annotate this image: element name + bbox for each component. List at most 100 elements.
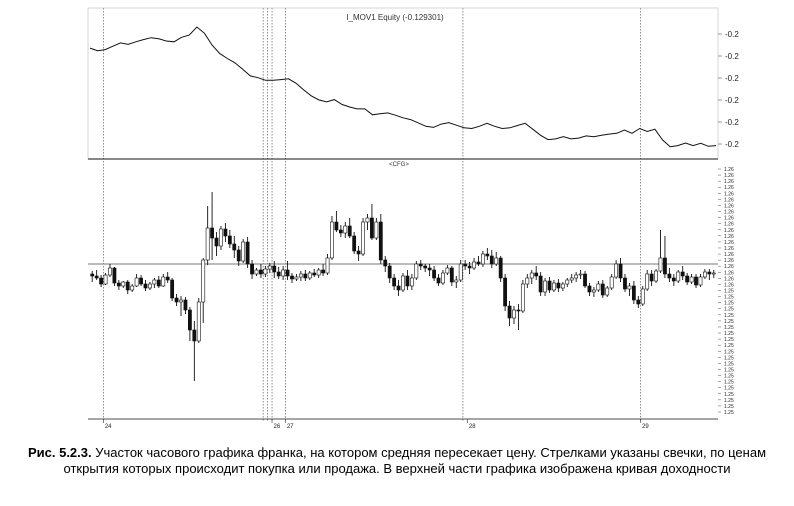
candle-body-up: [614, 263, 619, 278]
bottom-y-tick-label: 1.26: [724, 167, 734, 173]
candle: [179, 296, 183, 316]
candle-body-up: [441, 272, 445, 284]
figure-caption: Рис. 5.2.3. Участок часового графика фра…: [0, 445, 794, 477]
bottom-y-tick-label: 1.25: [724, 349, 734, 355]
candle-body-down: [463, 263, 468, 267]
candle: [676, 270, 681, 283]
x-axis-labels: 242627282930: [103, 419, 649, 430]
candle: [556, 279, 561, 292]
candle-body-up: [281, 269, 286, 277]
candle-body-up: [414, 263, 419, 279]
candle-body-down: [556, 282, 561, 289]
candle: [560, 282, 565, 291]
top-y-tick-label: -0.2: [725, 74, 739, 83]
bottom-y-tick-label: 1.25: [724, 392, 734, 398]
x-tick-label: 27: [287, 424, 294, 430]
candle: [711, 270, 716, 278]
candle: [401, 273, 405, 292]
candle: [152, 278, 157, 288]
candle-body-down: [387, 265, 392, 279]
candle-body-down: [94, 275, 99, 279]
candle-body-up: [481, 253, 485, 265]
candle-body-up: [298, 273, 303, 278]
candle-body-down: [378, 221, 383, 261]
candle-body-down: [498, 257, 503, 279]
candle-body-up: [267, 265, 272, 270]
candle: [396, 280, 401, 296]
candle: [449, 266, 454, 286]
candle-body-down: [285, 269, 290, 277]
candle: [392, 274, 397, 290]
candle: [290, 273, 294, 283]
top-y-tick-label: -0.2: [725, 96, 739, 105]
candle-body-down: [547, 280, 552, 291]
top-y-tick-label: -0.2: [725, 140, 739, 149]
candle-body-up: [365, 217, 370, 223]
candle-body-down: [449, 267, 454, 283]
bottom-y-tick-label: 1.25: [724, 404, 734, 410]
candle: [352, 232, 357, 254]
equity-line-layer: [89, 26, 717, 148]
candle: [600, 280, 605, 298]
candle: [658, 230, 663, 273]
candle-body-down: [467, 265, 472, 269]
candle-body-down: [352, 235, 357, 252]
candle: [565, 278, 570, 287]
candle: [210, 192, 214, 260]
candle: [481, 251, 485, 267]
candle: [121, 281, 126, 288]
candle: [361, 218, 365, 256]
candle-body-up: [196, 301, 201, 342]
candle-body-down: [156, 279, 161, 287]
candle: [507, 301, 512, 326]
candle-body-up: [658, 257, 663, 272]
candle: [294, 274, 299, 281]
candle-body-down: [423, 265, 428, 269]
candle: [174, 294, 179, 306]
candle-body-up: [520, 283, 525, 312]
candle-body-down: [90, 273, 95, 277]
candle: [472, 258, 476, 270]
candle: [569, 274, 574, 283]
candle-body-down: [139, 277, 143, 285]
candle-body-down: [507, 305, 512, 319]
candle-body-up: [134, 277, 139, 287]
candle-body-down: [680, 271, 685, 277]
bottom-y-tick-label: 1.25: [724, 374, 734, 380]
candle-body-up: [512, 309, 516, 319]
bottom-y-tick-label: 1.26: [724, 216, 734, 222]
candle: [227, 230, 232, 248]
candle: [307, 271, 312, 280]
vertical-separators: [103, 8, 641, 422]
candle-body-up: [179, 299, 183, 303]
top-y-tick-label: -0.2: [725, 30, 739, 39]
bottom-y-tick-label: 1.25: [724, 355, 734, 361]
bottom-y-tick-label: 1.25: [724, 367, 734, 373]
bottom-y-tick-label: 1.26: [724, 179, 734, 185]
bottom-y-tick-label: 1.26: [724, 203, 734, 209]
candle-body-down: [707, 271, 712, 275]
candle-body-down: [649, 273, 654, 282]
candle-body-up: [325, 257, 330, 274]
candle-body-up: [361, 221, 365, 255]
candle: [525, 274, 530, 288]
candle-body-up: [330, 221, 334, 259]
bottom-y-tick-label: 1.26: [724, 264, 734, 270]
candle-body-up: [108, 267, 112, 276]
candle-body-down: [618, 263, 623, 279]
candle: [125, 280, 130, 294]
candle: [338, 225, 343, 237]
candle-body-up: [130, 285, 135, 291]
candle-body-up: [219, 228, 223, 247]
candle-body-down: [694, 276, 698, 286]
candle-body-down: [236, 249, 241, 262]
candle-body-down: [99, 277, 103, 285]
candle: [627, 283, 632, 296]
candle: [303, 270, 308, 281]
candle-body-up: [698, 276, 703, 286]
candle: [148, 282, 152, 290]
candle-body-down: [272, 265, 277, 273]
candle: [592, 287, 596, 297]
candle-body-up: [458, 263, 463, 281]
candle-body-down: [671, 277, 676, 282]
